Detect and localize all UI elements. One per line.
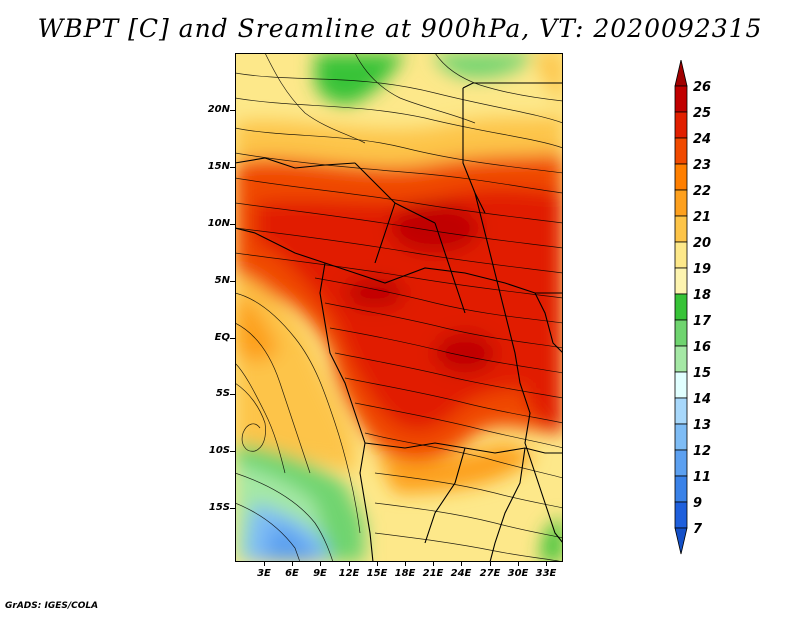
lon-label-6e: 6E [285,568,299,579]
lon-label-24e: 24E [450,568,472,579]
grads-credit: GrADS: IGES/COLA [5,601,99,611]
lon-label-9e: 9E [313,568,327,579]
lon-label-30e: 30E [507,568,529,579]
wbpt-field [235,53,563,562]
lon-tick [349,561,350,566]
colorbar-label-17: 17 [693,314,712,329]
lat-tick [230,281,235,282]
colorbar-segment [674,241,688,269]
colorbar-label-7: 7 [693,522,703,537]
colorbar-segment [674,319,688,347]
lon-label-18e: 18E [394,568,416,579]
lon-tick [546,561,547,566]
colorbar-segment [674,345,688,373]
lat-label-15s: 15S [208,502,230,513]
lat-tick [230,167,235,168]
lat-label-5s: 5S [215,388,230,399]
lat-tick [230,508,235,509]
colorbar-label-16: 16 [693,340,712,355]
lon-tick [518,561,519,566]
lat-label-15n: 15N [207,161,230,172]
colorbar-segment [674,501,688,529]
colorbar-label-22: 22 [693,184,712,199]
lon-label-15e: 15E [366,568,388,579]
lon-tick [292,561,293,566]
colorbar-segment [674,111,688,139]
colorbar [674,60,688,555]
lat-label-5n: 5N [214,275,230,286]
colorbar-label-11: 11 [693,470,712,485]
lat-label-10n: 10N [207,218,230,229]
colorbar-segment [674,527,688,555]
lat-tick [230,338,235,339]
colorbar-label-18: 18 [693,288,712,303]
colorbar-label-14: 14 [693,392,712,407]
lat-label-10s: 10S [208,445,230,456]
colorbar-label-25: 25 [693,106,712,121]
colorbar-segment [674,423,688,451]
lon-tick [320,561,321,566]
colorbar-label-21: 21 [693,210,712,225]
colorbar-label-19: 19 [693,262,712,277]
colorbar-label-20: 20 [693,236,712,251]
lon-label-3e: 3E [257,568,271,579]
colorbar-segment [674,60,688,87]
colorbar-segment [674,163,688,191]
colorbar-label-15: 15 [693,366,712,381]
colorbar-segment [674,85,688,113]
lon-tick [490,561,491,566]
lon-tick [461,561,462,566]
lat-tick [230,110,235,111]
colorbar-segment [674,137,688,165]
lon-tick [433,561,434,566]
lon-tick [264,561,265,566]
colorbar-segment [674,215,688,243]
lon-tick [377,561,378,566]
colorbar-segment [674,293,688,321]
lon-tick [405,561,406,566]
colorbar-label-23: 23 [693,158,712,173]
colorbar-segment [674,371,688,399]
lat-tick [230,394,235,395]
lat-tick [230,224,235,225]
colorbar-segment [674,189,688,217]
lat-label-20n: 20N [207,104,230,115]
colorbar-segment [674,397,688,425]
colorbar-label-26: 26 [693,80,712,95]
colorbar-label-9: 9 [693,496,703,511]
lat-label-eq: EQ [214,332,230,343]
chart-title: WBPT [C] and Sreamline at 900hPa, VT: 20… [37,14,763,43]
colorbar-label-12: 12 [693,444,712,459]
colorbar-segment [674,449,688,477]
lon-label-33e: 33E [535,568,557,579]
lon-label-21e: 21E [422,568,444,579]
colorbar-label-24: 24 [693,132,712,147]
lat-tick [230,451,235,452]
colorbar-segment [674,475,688,503]
lon-label-12e: 12E [338,568,360,579]
colorbar-segment [674,267,688,295]
lon-label-27e: 27E [479,568,501,579]
colorbar-label-13: 13 [693,418,712,433]
map-area [235,53,563,562]
